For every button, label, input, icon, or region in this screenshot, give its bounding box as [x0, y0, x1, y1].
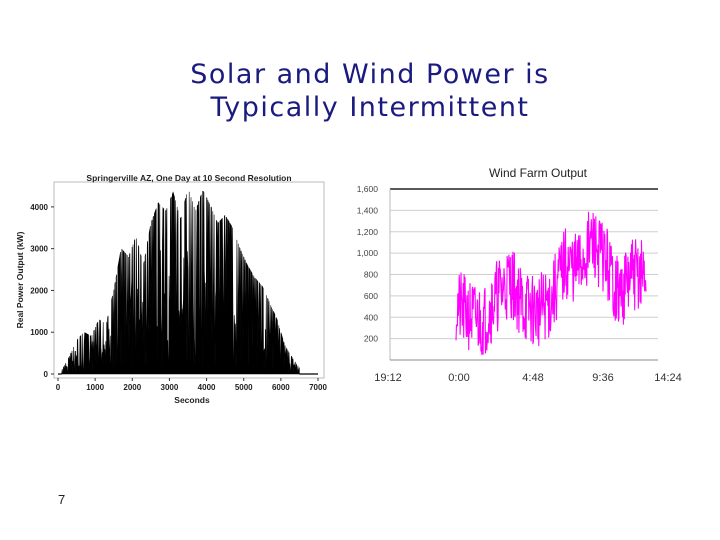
wind-x-ticks: 19:12 0:00 4:48 9:36 14:24	[374, 372, 682, 384]
title-line-1: Solar and Wind Power is	[190, 59, 550, 90]
solar-x-tick-label: 2000	[123, 383, 141, 392]
wind-line-layer	[455, 211, 647, 355]
solar-y-axis-label: Real Power Output (kW)	[15, 231, 25, 328]
wind-farm-output-chart: Wind Farm Output 200 400 600 800 1,000 1,200 1…	[357, 166, 682, 384]
wind-y-tick-label: 1,000	[357, 248, 379, 258]
wind-x-tick-label: 4:48	[522, 372, 543, 384]
wind-x-tick-label: 9:36	[592, 372, 613, 384]
solar-chart-title: Springerville AZ, One Day at 10 Second R…	[86, 173, 291, 183]
solar-y-ticks: 0 1000 2000 3000 4000	[30, 203, 54, 379]
solar-x-tick-label: 7000	[309, 383, 327, 392]
solar-x-tick-label: 0	[56, 383, 61, 392]
wind-y-tick-label: 400	[364, 312, 378, 322]
wind-x-tick-label: 0:00	[448, 372, 469, 384]
solar-x-tick-label: 5000	[235, 383, 253, 392]
solar-y-tick-label: 3000	[30, 245, 48, 254]
solar-x-tick-label: 3000	[161, 383, 179, 392]
wind-y-tick-label: 600	[364, 291, 378, 301]
wind-y-tick-label: 800	[364, 270, 378, 280]
wind-chart-title: Wind Farm Output	[489, 166, 588, 180]
solar-output-area	[61, 190, 300, 375]
solar-x-tick-label: 6000	[272, 383, 290, 392]
solar-area-layer	[58, 190, 318, 375]
wind-x-tick-label: 14:24	[654, 372, 682, 384]
solar-x-tick-label: 4000	[198, 383, 216, 392]
solar-x-tick-label: 1000	[86, 383, 104, 392]
solar-x-ticks: 0 1000 2000 3000 4000 5000 6000 7000	[56, 378, 327, 392]
wind-y-tick-label: 1,200	[357, 227, 379, 237]
slide-number: 7	[58, 492, 66, 507]
slide-title: Solar and Wind Power is Typically Interm…	[0, 58, 720, 124]
solar-x-axis-label: Seconds	[174, 395, 210, 405]
wind-y-tick-label: 200	[364, 334, 378, 344]
wind-gridlines	[389, 188, 658, 360]
solar-y-tick-label: 0	[44, 370, 49, 379]
wind-x-tick-label: 19:12	[374, 372, 402, 384]
wind-y-ticks: 200 400 600 800 1,000 1,200 1,400 1,600	[357, 184, 379, 344]
solar-y-tick-label: 4000	[30, 203, 48, 212]
wind-output-line	[455, 211, 647, 355]
solar-y-tick-label: 1000	[30, 328, 48, 337]
solar-output-chart: Springerville AZ, One Day at 10 Second R…	[15, 173, 327, 405]
wind-y-tick-label: 1,600	[357, 184, 379, 194]
solar-y-tick-label: 2000	[30, 286, 48, 295]
wind-y-tick-label: 1,400	[357, 205, 379, 215]
title-line-2: Typically Intermittent	[210, 92, 530, 123]
